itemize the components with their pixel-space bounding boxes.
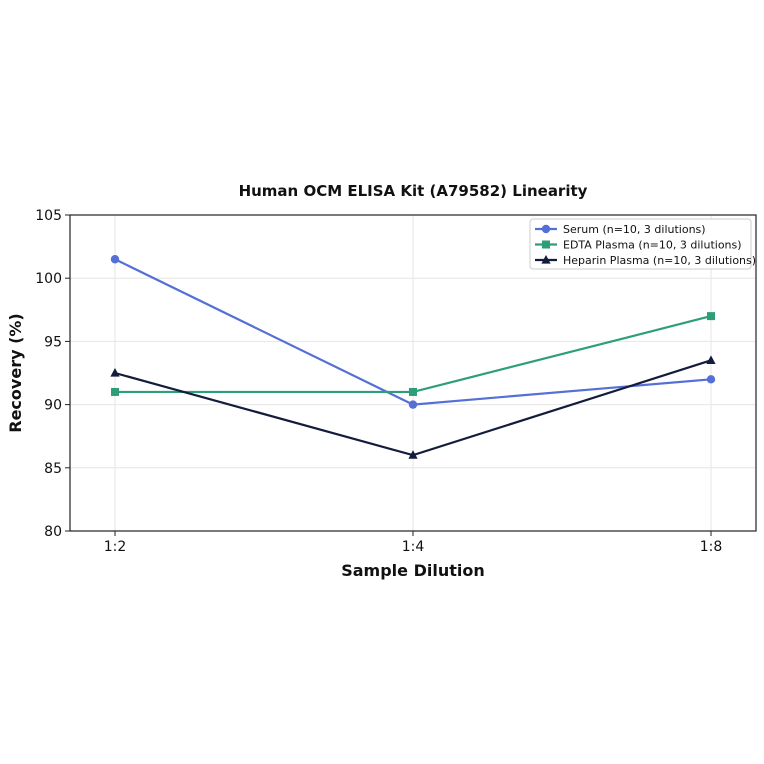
data-point [409,387,417,396]
legend: Serum (n=10, 3 dilutions) EDTA Plasma (n=… [529,218,756,270]
legend-marker [541,224,551,234]
legend-item: Heparin Plasma (n=10, 3 dilutions) [535,254,756,267]
y-axis-label: Recovery (%) [6,313,25,432]
y-tick-label: 95 [44,334,62,350]
data-point [408,400,418,409]
legend-marker [542,240,550,249]
data-point [706,375,716,384]
data-point [111,387,119,396]
y-tick-label: 80 [44,524,62,540]
data-point [706,355,716,364]
series-1 [110,255,716,409]
y-tick-label: 100 [35,271,62,287]
series-2 [111,312,715,396]
y-tick-label: 105 [35,208,62,224]
data-point [110,368,120,377]
series-3 [110,355,716,459]
x-axis: 1:2 1:4 1:8 [104,531,723,555]
series-layer [110,255,716,459]
legend-label: Heparin Plasma (n=10, 3 dilutions) [563,254,756,267]
legend-label: EDTA Plasma (n=10, 3 dilutions) [563,239,742,252]
legend-item: Serum (n=10, 3 dilutions) [535,223,706,236]
y-tick-label: 90 [44,398,62,414]
x-tick-label: 1:8 [700,539,723,555]
x-tick-label: 1:4 [402,539,425,555]
x-tick-label: 1:2 [104,539,127,555]
data-point [110,255,120,264]
chart-title: Human OCM ELISA Kit (A79582) Linearity [239,182,588,200]
y-axis: 80 85 90 95 100 105 [35,208,70,540]
legend-marker [541,255,551,264]
x-axis-label: Sample Dilution [341,561,485,580]
legend-box [529,218,752,270]
legend-item: EDTA Plasma (n=10, 3 dilutions) [535,239,742,252]
data-point [707,312,715,321]
legend-label: Serum (n=10, 3 dilutions) [563,223,706,236]
y-tick-label: 85 [44,461,62,477]
data-point [408,450,418,459]
